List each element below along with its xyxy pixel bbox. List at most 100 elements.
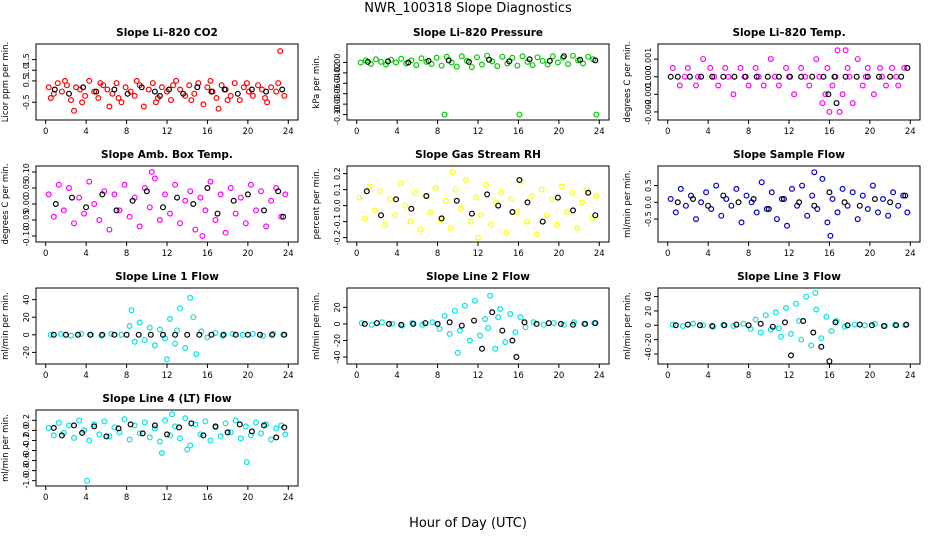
data-point bbox=[357, 59, 364, 66]
data-point bbox=[281, 424, 288, 431]
data-point bbox=[509, 209, 516, 216]
data-point bbox=[156, 438, 163, 445]
data-point bbox=[149, 80, 156, 87]
data-point bbox=[187, 442, 194, 449]
data-point bbox=[742, 73, 749, 80]
data-point bbox=[243, 459, 250, 466]
data-point bbox=[737, 64, 744, 71]
data-point bbox=[827, 232, 834, 239]
y-axis-label: ml/min per min. bbox=[1, 292, 11, 360]
data-point bbox=[764, 73, 771, 80]
x-tick-label: 20 bbox=[864, 249, 875, 259]
data-point bbox=[230, 197, 237, 204]
y-tick-label: 0 bbox=[22, 332, 31, 337]
data-point bbox=[895, 82, 902, 89]
data-point bbox=[67, 97, 74, 104]
data-point bbox=[569, 321, 576, 328]
x-tick-label: 24 bbox=[905, 127, 916, 137]
data-point bbox=[167, 316, 174, 323]
data-point bbox=[65, 185, 72, 192]
data-point bbox=[407, 218, 414, 225]
data-point bbox=[689, 320, 696, 327]
y-tick-label: 0.5 bbox=[644, 179, 653, 192]
data-point bbox=[244, 331, 251, 338]
data-point bbox=[60, 207, 67, 214]
x-tick-label: 24 bbox=[594, 371, 605, 381]
data-point bbox=[879, 196, 886, 203]
data-point bbox=[422, 320, 429, 327]
y-tick-label: 0.000 bbox=[644, 65, 653, 88]
y-tick-label: 1.5 bbox=[22, 53, 31, 66]
data-point bbox=[499, 327, 506, 334]
data-point bbox=[775, 73, 782, 80]
data-point bbox=[524, 199, 531, 206]
data-point bbox=[50, 432, 57, 439]
data-point bbox=[826, 108, 833, 115]
x-tick-label: 20 bbox=[242, 493, 253, 503]
data-point bbox=[783, 222, 790, 229]
data-point bbox=[452, 186, 459, 193]
data-point bbox=[76, 417, 83, 424]
x-tick-label: 0 bbox=[354, 249, 359, 259]
data-point bbox=[156, 326, 163, 333]
data-point bbox=[813, 56, 820, 63]
data-point bbox=[488, 221, 495, 228]
y-axis-label: ml/min per min. bbox=[623, 170, 633, 238]
data-point bbox=[474, 54, 481, 61]
data-point bbox=[227, 92, 234, 99]
x-tick-label: 16 bbox=[513, 127, 524, 137]
chart-panel-2: Slope Li–820 Pressure kPa per min. 0 4 8 12 16… bbox=[312, 27, 610, 137]
x-tick-label: 24 bbox=[283, 493, 294, 503]
data-point bbox=[530, 319, 537, 326]
data-point bbox=[514, 62, 521, 69]
data-point bbox=[585, 189, 592, 196]
data-point bbox=[47, 331, 54, 338]
data-point bbox=[224, 429, 231, 436]
data-point bbox=[467, 218, 474, 225]
data-point bbox=[389, 320, 396, 327]
data-point bbox=[275, 80, 282, 87]
data-point bbox=[136, 430, 143, 437]
data-point bbox=[136, 223, 143, 230]
data-point bbox=[811, 202, 818, 209]
data-point bbox=[207, 178, 214, 185]
data-point bbox=[876, 64, 883, 71]
data-point bbox=[126, 436, 133, 443]
data-point bbox=[111, 331, 118, 338]
data-point bbox=[213, 94, 220, 101]
data-point bbox=[574, 225, 581, 232]
data-point bbox=[197, 194, 204, 201]
data-point bbox=[257, 331, 264, 338]
y-tick-label: 0.0 bbox=[22, 424, 31, 437]
data-point bbox=[849, 189, 856, 196]
data-point bbox=[167, 210, 174, 217]
x-tick-label: 8 bbox=[124, 371, 129, 381]
data-point bbox=[438, 215, 445, 222]
data-point bbox=[106, 103, 113, 110]
data-point bbox=[232, 417, 239, 424]
data-point bbox=[204, 84, 211, 91]
data-point bbox=[393, 196, 400, 203]
data-point bbox=[722, 64, 729, 71]
data-point bbox=[871, 320, 878, 327]
data-point bbox=[158, 450, 165, 457]
x-tick-label: 20 bbox=[242, 249, 253, 259]
data-point bbox=[139, 430, 146, 437]
data-point bbox=[45, 424, 52, 431]
y-tick-label: -20 bbox=[22, 346, 31, 359]
data-point bbox=[577, 56, 584, 63]
data-point bbox=[546, 57, 553, 64]
data-point bbox=[864, 73, 871, 80]
data-point bbox=[263, 223, 270, 230]
data-point bbox=[268, 436, 275, 443]
data-point bbox=[61, 77, 68, 84]
x-tick-label: 24 bbox=[905, 371, 916, 381]
data-point bbox=[382, 221, 389, 228]
y-tick-label: -0.05 bbox=[22, 210, 31, 231]
x-tick-label: 16 bbox=[202, 249, 213, 259]
data-point bbox=[557, 320, 564, 327]
data-point bbox=[222, 229, 229, 236]
y-tick-label: 0.1 bbox=[333, 183, 342, 196]
data-point bbox=[834, 47, 841, 54]
y-tick-label: 40 bbox=[644, 291, 653, 301]
